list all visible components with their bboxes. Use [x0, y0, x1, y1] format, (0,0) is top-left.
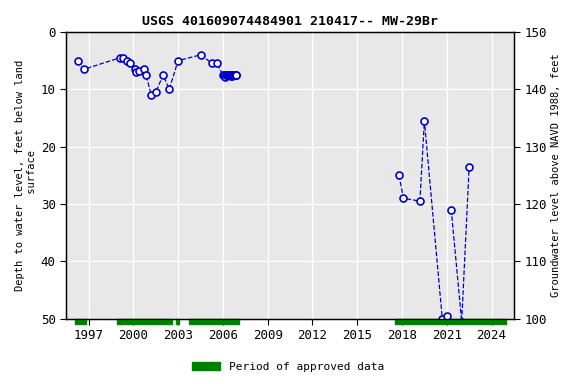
- Bar: [75, 319, 86, 324]
- Bar: [117, 319, 172, 324]
- Y-axis label: Depth to water level, feet below land
 surface: Depth to water level, feet below land su…: [15, 60, 37, 291]
- Bar: [450, 319, 506, 324]
- Bar: [395, 319, 449, 324]
- Title: USGS 401609074484901 210417-- MW-29Br: USGS 401609074484901 210417-- MW-29Br: [142, 15, 438, 28]
- Y-axis label: Groundwater level above NAVD 1988, feet: Groundwater level above NAVD 1988, feet: [551, 53, 561, 297]
- Bar: [176, 319, 179, 324]
- Legend: Period of approved data: Period of approved data: [188, 358, 388, 377]
- Bar: [188, 319, 239, 324]
